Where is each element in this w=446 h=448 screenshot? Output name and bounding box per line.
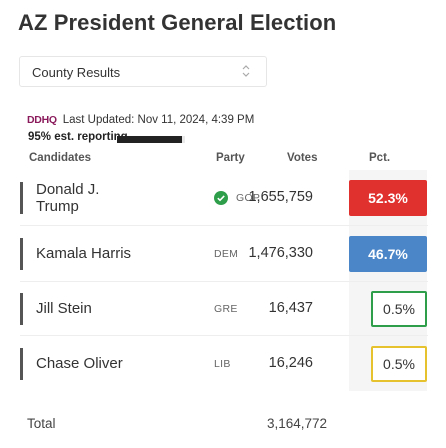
page-title: AZ President General Election (18, 10, 337, 35)
row-separator (20, 335, 428, 336)
header-party: Party (216, 152, 245, 164)
candidate-votes: 16,437 (268, 300, 313, 316)
candidate-party: GOP (236, 192, 261, 204)
row-separator (20, 225, 428, 226)
header-candidates: Candidates (29, 152, 91, 164)
header-pct: Pct. (369, 152, 391, 164)
county-results-select[interactable]: County Results (19, 56, 267, 87)
total-label: Total (27, 416, 56, 431)
candidate-votes: 1,655,759 (248, 189, 313, 205)
last-updated-text: Last Updated: Nov 11, 2024, 4:39 PM (62, 114, 255, 126)
last-updated-line: DDHQ Last Updated: Nov 11, 2024, 4:39 PM (27, 114, 254, 126)
row-rule (20, 293, 23, 325)
winner-check-icon (214, 191, 228, 205)
candidate-name: Jill Stein (36, 300, 92, 317)
candidate-name: Chase Oliver (36, 355, 123, 372)
candidate-row: Kamala Harris DEM 1,476,330 (0, 226, 446, 282)
ddhq-logo: DDHQ (27, 114, 57, 126)
updown-caret-icon (242, 65, 250, 77)
candidate-votes: 16,246 (268, 355, 313, 371)
row-separator (20, 281, 428, 282)
header-votes: Votes (287, 152, 318, 164)
candidate-row: Donald J. Trump GOP 1,655,759 (0, 170, 446, 226)
candidate-party: LIB (214, 358, 231, 370)
candidate-party: GRE (214, 303, 238, 315)
total-votes: 3,164,772 (267, 416, 328, 431)
row-rule (20, 348, 23, 380)
percent-box: 52.3% (349, 180, 427, 216)
percent-box: 0.5% (371, 291, 427, 327)
row-rule (20, 182, 23, 214)
percent-box: 0.5% (371, 346, 427, 382)
county-select-value: County Results (32, 65, 121, 80)
percent-box: 46.7% (349, 236, 427, 272)
candidate-party: DEM (214, 248, 239, 260)
reporting-progress-bar (117, 136, 185, 143)
reporting-progress-fill (117, 136, 182, 143)
candidate-name: Donald J. Trump (36, 181, 100, 215)
reporting-label: 95% est. reporting (28, 131, 128, 143)
candidate-name: Kamala Harris (36, 245, 132, 262)
candidate-row: Chase Oliver LIB 16,246 (0, 336, 446, 391)
candidate-row: Jill Stein GRE 16,437 (0, 282, 446, 336)
row-rule (20, 238, 23, 270)
candidate-votes: 1,476,330 (248, 245, 313, 261)
